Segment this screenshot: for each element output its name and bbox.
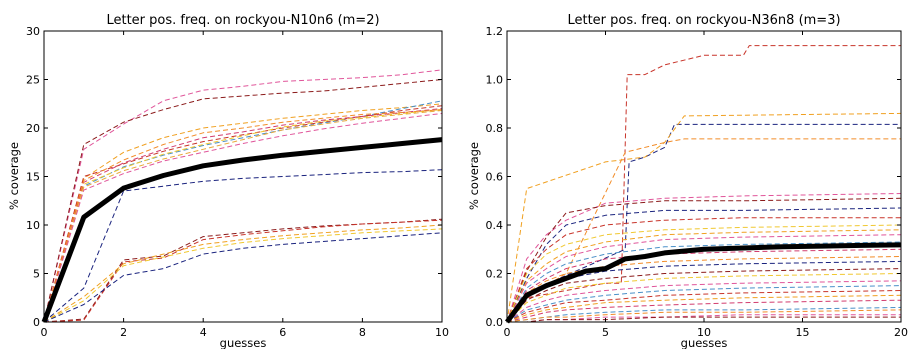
chart-right-dashed-line-18 <box>506 285 902 323</box>
chart-right-axes-frame <box>506 30 902 323</box>
chart-left-dashed-line-6 <box>43 109 443 323</box>
chart-left-dashed-line-8 <box>43 108 443 323</box>
chart-right-dashed-line-11 <box>506 241 902 323</box>
chart-right-xlabel: guesses <box>681 336 728 349</box>
chart-left-dashed-line-1 <box>43 79 443 323</box>
chart-left-xtick-label: 2 <box>120 326 127 339</box>
chart-right-title: Letter pos. freq. on rockyou-N36n8 (m=3) <box>567 13 840 28</box>
chart-left-dashed-line-9 <box>43 109 443 323</box>
chart-right-ytick-label: 0.4 <box>486 219 504 232</box>
chart-left-plot <box>41 69 443 323</box>
chart-left-main-line <box>41 137 443 323</box>
chart-left-dashed-line-0 <box>43 69 443 323</box>
chart-left-dashed-line-2 <box>43 103 443 323</box>
chart-right-xtick-label: 0 <box>504 326 511 339</box>
chart-left-xtick-label: 6 <box>279 326 286 339</box>
chart-left-ytick-label: 20 <box>26 122 40 135</box>
chart-right-dashed-line-6 <box>506 207 902 323</box>
chart-left-dashed-line-10 <box>43 169 443 323</box>
chart-right-ytick-label: 1.2 <box>486 25 504 38</box>
chart-left-xtick-label: 10 <box>435 326 449 339</box>
chart-left-xtick-label: 0 <box>41 326 48 339</box>
chart-left-ticks: 0 2 4 6 8 10 0 5 10 15 20 25 30 <box>26 25 449 339</box>
chart-left-title: Letter pos. freq. on rockyou-N10n6 (m=2) <box>106 13 379 28</box>
chart-left-dashed-line-12 <box>43 219 443 323</box>
chart-right-dashed-line-4 <box>506 193 902 323</box>
chart-right-main-line <box>504 242 902 324</box>
chart-right-xtick-label: 10 <box>697 326 711 339</box>
chart-left-xlabel: guesses <box>220 336 267 349</box>
chart-right-dashed-line-7 <box>506 217 901 323</box>
chart-right-ytick-label: 0.0 <box>486 316 504 329</box>
chart-right-ylabel: % coverage <box>467 142 481 210</box>
chart-left-axes-frame <box>43 30 443 323</box>
chart-right-dashed-line-8 <box>506 224 902 323</box>
chart-left-ytick-label: 30 <box>26 25 40 38</box>
chart-left-ytick-label: 25 <box>26 74 40 87</box>
chart-left-dashed-line-5 <box>43 110 443 323</box>
chart-right-xtick-label: 5 <box>602 326 609 339</box>
chart-right-dashed-line-1 <box>506 123 901 323</box>
chart-right-dashed-line-3 <box>506 138 901 323</box>
chart-left-dashed-line-13 <box>43 224 443 323</box>
chart-left-xtick-label: 4 <box>200 326 207 339</box>
chart-left-ytick-label: 5 <box>33 268 40 281</box>
chart-left-dashed-line-11 <box>43 218 443 323</box>
chart-left-dashed-line-7 <box>43 112 443 323</box>
chart-right-dashed-line-20 <box>506 294 902 323</box>
chart-right-dashed-line-0 <box>506 45 901 323</box>
chart-left-xtick-label: 8 <box>359 326 366 339</box>
chart-right-dashed-line-16 <box>506 273 902 323</box>
chart-right-ytick-label: 1.0 <box>486 74 504 87</box>
chart-left-dashed-line-4 <box>43 105 443 323</box>
chart-right-ticks: 0 5 10 15 20 0.0 0.2 0.4 0.6 0.8 1.0 1.2 <box>486 25 909 339</box>
chart-left-ytick-label: 10 <box>26 219 40 232</box>
chart-left-dashed-line-14 <box>43 228 443 323</box>
chart-left-dashed-line-15 <box>43 232 443 323</box>
chart-right-dashed-line-15 <box>506 268 902 323</box>
chart-left-ytick-label: 0 <box>33 316 40 329</box>
chart-right-dashed-line-9 <box>506 229 902 323</box>
chart-left-ylabel: % coverage <box>7 142 21 210</box>
chart-right-dashed-line-19 <box>506 290 902 323</box>
chart-right-dashed-line-2 <box>506 112 902 323</box>
chart-right-ytick-label: 0.6 <box>486 171 504 184</box>
chart-right-ytick-label: 0.2 <box>486 268 504 281</box>
chart-right-dashed-line-21 <box>506 299 902 323</box>
chart-right-dashed-line-10 <box>506 234 902 323</box>
chart-right-dashed-line-12 <box>506 248 902 323</box>
chart-right-xtick-label: 15 <box>796 326 810 339</box>
chart-right-xtick-label: 20 <box>894 326 908 339</box>
chart-right-dashed-line-5 <box>506 197 902 323</box>
chart-right-ytick-label: 0.8 <box>486 122 504 135</box>
chart-left: Letter pos. freq. on rockyou-N10n6 (m=2)… <box>7 13 449 350</box>
chart-left-ytick-label: 15 <box>26 171 40 184</box>
chart-right-plot <box>504 45 902 324</box>
chart-right-dashed-line-17 <box>506 280 902 323</box>
chart-right: Letter pos. freq. on rockyou-N36n8 (m=3)… <box>467 13 909 350</box>
